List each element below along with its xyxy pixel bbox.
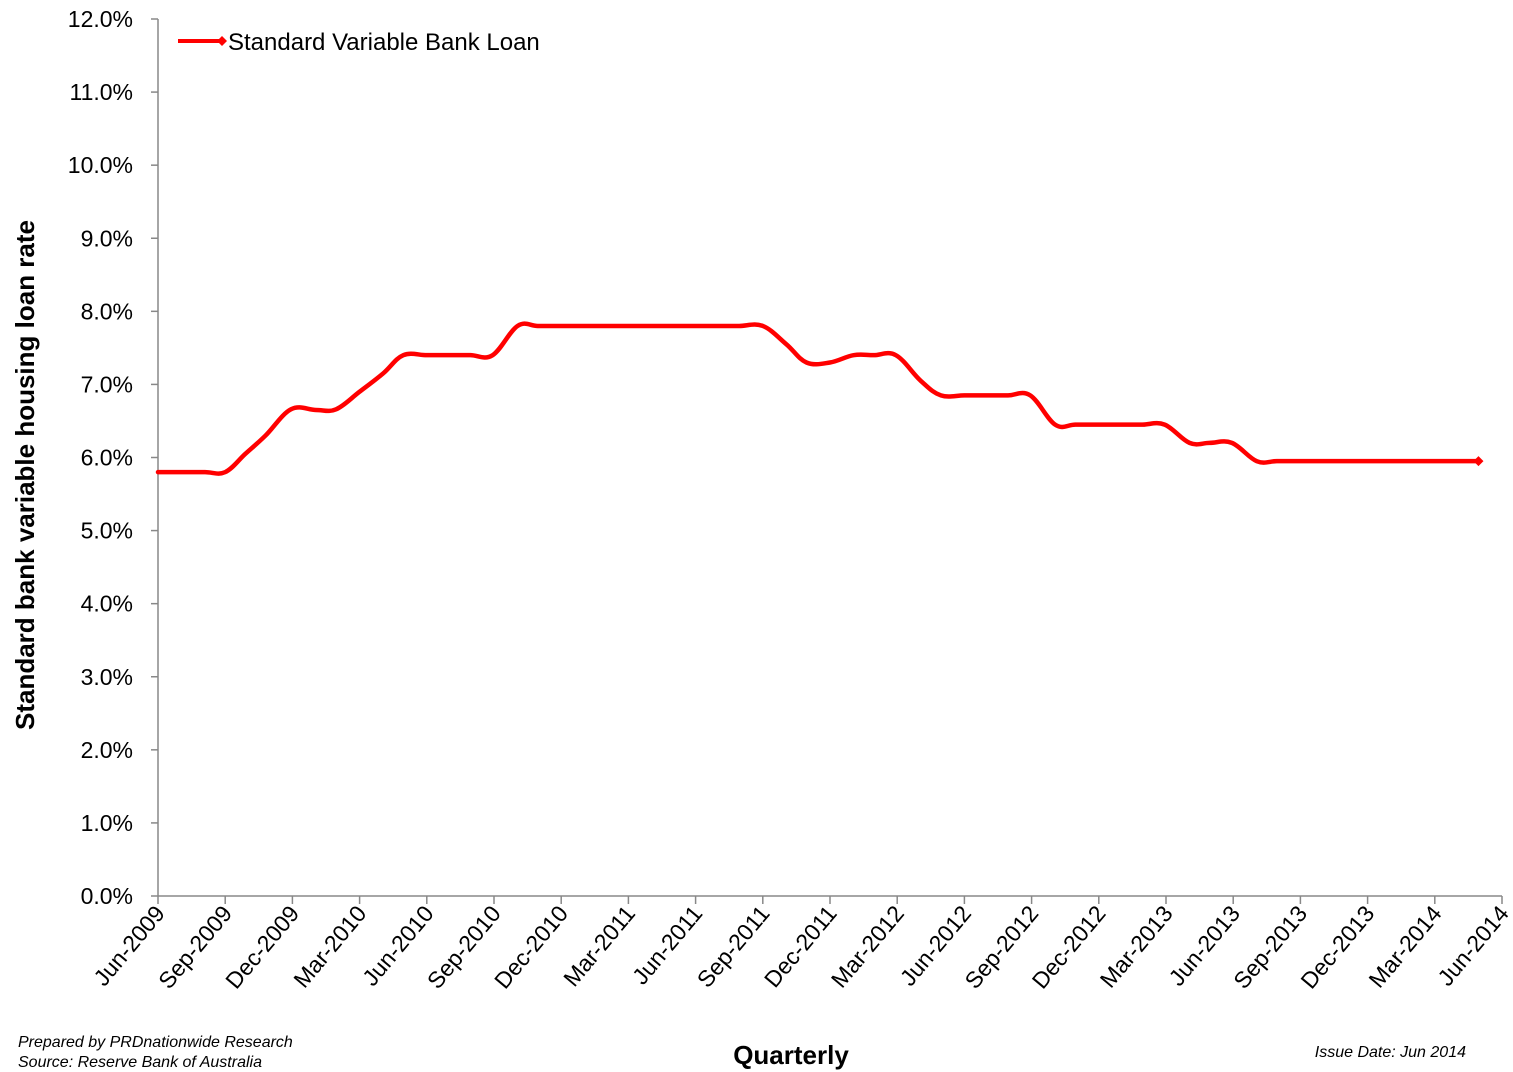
legend-marker bbox=[217, 36, 227, 46]
x-axis-title: Quarterly bbox=[733, 1040, 849, 1070]
x-tick-label: Jun-2014 bbox=[1432, 900, 1513, 990]
y-tick-label: 4.0% bbox=[81, 591, 133, 617]
y-tick-label: 12.0% bbox=[68, 6, 133, 32]
source-note: Source: Reserve Bank of Australia bbox=[18, 1054, 262, 1071]
x-tick-label: Mar-2011 bbox=[558, 901, 640, 992]
y-tick-label: 1.0% bbox=[81, 810, 133, 836]
issue-date-note: Issue Date: Jun 2014 bbox=[1315, 1044, 1466, 1061]
series-end-marker bbox=[1473, 456, 1484, 467]
series-layer bbox=[155, 321, 1484, 476]
y-tick-label: 8.0% bbox=[81, 298, 133, 324]
y-tick-label: 5.0% bbox=[81, 518, 133, 544]
y-tick-label: 9.0% bbox=[81, 225, 133, 251]
y-axis: 0.0% 1.0% 2.0% 3.0% 4.0% 5.0% 6.0% 7.0% 8.0% 9.0%… bbox=[68, 6, 159, 909]
legend: Standard Variable Bank Loan bbox=[178, 29, 540, 56]
series-line bbox=[155, 321, 1481, 476]
y-tick-label: 7.0% bbox=[81, 371, 133, 397]
y-tick-label: 10.0% bbox=[68, 152, 133, 178]
y-tick-label: 2.0% bbox=[81, 737, 133, 763]
y-tick-label: 11.0% bbox=[69, 79, 133, 105]
y-axis-title: Standard bank variable housing loan rate bbox=[10, 220, 40, 730]
x-tick-label: Mar-2014 bbox=[1363, 900, 1446, 992]
x-axis: Jun-2009Sep-2009Dec-2009Mar-2010Jun-2010… bbox=[88, 895, 1513, 994]
legend-label: Standard Variable Bank Loan bbox=[228, 29, 540, 56]
prepared-by-note: Prepared by PRDnationwide Research bbox=[18, 1034, 293, 1051]
y-tick-label: 0.0% bbox=[81, 883, 133, 909]
y-tick-label: 3.0% bbox=[81, 664, 133, 690]
y-tick-label: 6.0% bbox=[81, 445, 133, 471]
